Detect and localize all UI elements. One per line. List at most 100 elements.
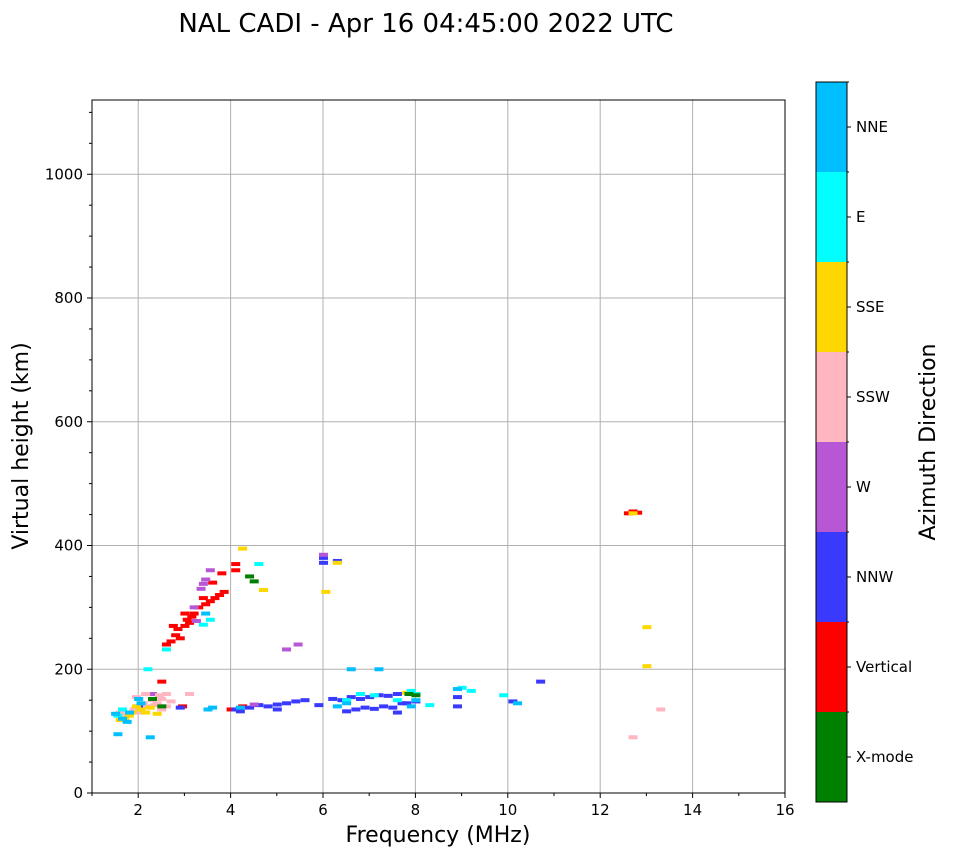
data-point-vertical xyxy=(187,614,197,619)
colorbar-tick-label: SSW xyxy=(856,388,890,406)
colorbar-segment-nnw xyxy=(816,532,847,622)
data-point-vertical xyxy=(185,620,195,625)
data-point-nnw xyxy=(235,709,245,714)
data-point-nne xyxy=(452,687,462,692)
data-point-w xyxy=(189,605,199,610)
data-point-sse xyxy=(238,546,248,551)
data-point-nnw xyxy=(245,705,255,710)
y-tick-label: 0 xyxy=(73,784,83,802)
data-point-nne xyxy=(134,696,144,701)
data-point-nne xyxy=(122,719,132,724)
data-point-sse xyxy=(332,560,342,565)
data-point-nnw xyxy=(175,705,185,710)
x-tick-label: 4 xyxy=(226,801,236,819)
data-point-e xyxy=(205,617,215,622)
colorbar-segment-sse xyxy=(816,262,847,352)
data-point-vertical xyxy=(175,636,185,641)
data-point-ssw xyxy=(141,692,151,696)
x-tick-label: 8 xyxy=(411,801,421,819)
data-point-nnw xyxy=(300,698,310,703)
colorbar-tick-label: Vertical xyxy=(856,658,912,676)
data-point-sse xyxy=(124,713,134,718)
data-point-x-mode xyxy=(249,579,259,584)
x-tick-label: 14 xyxy=(683,801,702,819)
data-point-vertical xyxy=(215,593,225,597)
colorbar-frame xyxy=(815,81,848,803)
data-point-w xyxy=(282,647,292,652)
data-point-e xyxy=(161,647,171,652)
data-point-vertical xyxy=(180,623,190,628)
x-axis-label: Frequency (MHz) xyxy=(346,823,531,848)
data-point-ssw xyxy=(129,707,139,712)
colorbar-tick-label: NNE xyxy=(856,118,888,136)
data-point-vertical xyxy=(180,611,190,616)
data-point-w xyxy=(191,618,201,623)
colorbar-tick-label: X-mode xyxy=(856,748,913,766)
data-point-nnw xyxy=(355,696,365,701)
data-point-nne xyxy=(342,701,352,706)
data-point-x-mode xyxy=(404,692,414,696)
data-point-nnw xyxy=(272,707,282,712)
data-point-nnw xyxy=(319,560,328,565)
data-point-ssw xyxy=(161,692,171,696)
x-tick-label: 10 xyxy=(498,801,517,819)
data-point-nne xyxy=(203,707,213,712)
data-point-nne xyxy=(113,732,123,737)
data-point-x-mode xyxy=(245,574,255,579)
data-point-sse xyxy=(136,707,146,712)
data-point-vertical xyxy=(171,633,181,638)
data-point-e xyxy=(466,688,476,693)
data-point-vertical xyxy=(226,707,236,712)
data-point-ssw xyxy=(628,735,638,740)
data-point-e xyxy=(342,698,352,703)
data-point-nne xyxy=(201,611,211,616)
data-point-sse xyxy=(145,705,155,710)
data-point-ssw xyxy=(185,692,195,696)
data-point-nnw xyxy=(328,696,338,701)
data-point-e xyxy=(369,693,379,698)
data-point-sse xyxy=(642,625,652,630)
data-point-nne xyxy=(235,705,245,710)
data-point-sse xyxy=(141,710,151,715)
data-point-nnw xyxy=(536,679,546,684)
data-point-vertical xyxy=(217,571,227,576)
data-point-nne xyxy=(513,701,523,706)
data-point-sse xyxy=(152,711,162,716)
data-point-nne xyxy=(118,716,128,721)
data-point-e xyxy=(392,698,402,703)
data-point-vertical xyxy=(194,605,204,610)
data-point-nnw xyxy=(452,695,462,700)
data-point-nnw xyxy=(383,693,393,698)
data-point-vertical xyxy=(182,617,192,622)
data-point-nnw xyxy=(231,707,241,712)
data-point-sse xyxy=(642,664,652,669)
colorbar-tick-label: SSE xyxy=(856,298,885,316)
data-point-vertical xyxy=(623,511,633,516)
plot-frame xyxy=(91,99,786,794)
data-point-nnw xyxy=(508,699,518,704)
x-tick-label: 6 xyxy=(318,801,328,819)
data-point-vertical xyxy=(231,568,241,573)
data-point-nnw xyxy=(392,710,402,715)
data-point-w xyxy=(201,577,211,582)
data-point-sse xyxy=(321,589,331,594)
data-point-vertical xyxy=(201,602,211,607)
data-point-vertical xyxy=(205,599,215,604)
data-point-nnw xyxy=(272,702,282,707)
data-point-nne xyxy=(411,698,421,703)
y-tick-label: 400 xyxy=(54,537,83,555)
data-point-ssw xyxy=(157,707,167,712)
data-point-vertical xyxy=(166,639,176,644)
data-points xyxy=(111,509,666,740)
data-point-nne xyxy=(145,735,155,740)
axis-ticks: 2 4 6 8 10 12 14 16 0 200 400 600 800 1000 xyxy=(45,111,795,819)
data-point-w xyxy=(249,702,259,707)
data-point-w xyxy=(205,568,215,573)
data-point-e xyxy=(355,692,365,696)
data-point-ssw xyxy=(115,710,125,715)
data-point-x-mode xyxy=(148,696,158,701)
colorbar-segment-x-mode xyxy=(816,712,847,802)
data-point-ssw xyxy=(157,696,167,701)
data-point-vertical xyxy=(198,596,208,601)
